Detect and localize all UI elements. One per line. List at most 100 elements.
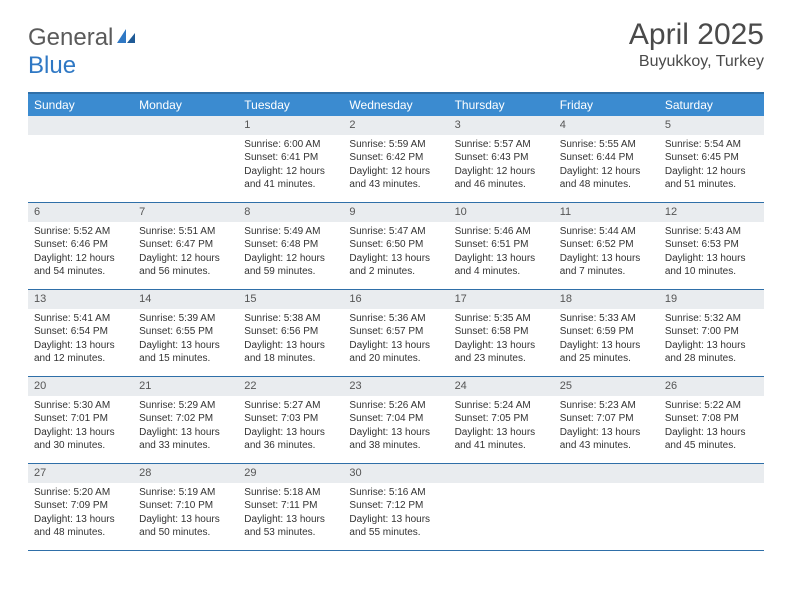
sunrise-text: Sunrise: 5:16 AM	[349, 486, 442, 500]
day-cell: 28Sunrise: 5:19 AMSunset: 7:10 PMDayligh…	[133, 464, 238, 550]
brand-logo: GeneralBlue	[28, 18, 137, 80]
sunset-text: Sunset: 6:59 PM	[560, 325, 653, 339]
sunrise-text: Sunrise: 5:55 AM	[560, 138, 653, 152]
sunrise-text: Sunrise: 5:24 AM	[455, 399, 548, 413]
day-body: Sunrise: 5:22 AMSunset: 7:08 PMDaylight:…	[659, 396, 764, 457]
day-cell: 12Sunrise: 5:43 AMSunset: 6:53 PMDayligh…	[659, 203, 764, 289]
daylight-text: Daylight: 13 hours and 20 minutes.	[349, 339, 442, 366]
sunrise-text: Sunrise: 5:30 AM	[34, 399, 127, 413]
day-body: Sunrise: 5:52 AMSunset: 6:46 PMDaylight:…	[28, 222, 133, 283]
sunset-text: Sunset: 6:44 PM	[560, 151, 653, 165]
day-cell: 30Sunrise: 5:16 AMSunset: 7:12 PMDayligh…	[343, 464, 448, 550]
week-row: 1Sunrise: 6:00 AMSunset: 6:41 PMDaylight…	[28, 116, 764, 203]
day-body: Sunrise: 5:32 AMSunset: 7:00 PMDaylight:…	[659, 309, 764, 370]
week-row: 6Sunrise: 5:52 AMSunset: 6:46 PMDaylight…	[28, 203, 764, 290]
sunrise-text: Sunrise: 5:32 AM	[665, 312, 758, 326]
daylight-text: Daylight: 12 hours and 46 minutes.	[455, 165, 548, 192]
daylight-text: Daylight: 13 hours and 30 minutes.	[34, 426, 127, 453]
day-number: 1	[238, 116, 343, 135]
daylight-text: Daylight: 13 hours and 10 minutes.	[665, 252, 758, 279]
sunrise-text: Sunrise: 5:46 AM	[455, 225, 548, 239]
sunrise-text: Sunrise: 5:29 AM	[139, 399, 232, 413]
sunrise-text: Sunrise: 5:43 AM	[665, 225, 758, 239]
daylight-text: Daylight: 13 hours and 43 minutes.	[560, 426, 653, 453]
day-body: Sunrise: 5:49 AMSunset: 6:48 PMDaylight:…	[238, 222, 343, 283]
day-cell: 23Sunrise: 5:26 AMSunset: 7:04 PMDayligh…	[343, 377, 448, 463]
day-number	[28, 116, 133, 135]
daylight-text: Daylight: 13 hours and 18 minutes.	[244, 339, 337, 366]
dayhead-tue: Tuesday	[238, 94, 343, 116]
day-number: 9	[343, 203, 448, 222]
day-number: 6	[28, 203, 133, 222]
daylight-text: Daylight: 12 hours and 54 minutes.	[34, 252, 127, 279]
day-cell: 20Sunrise: 5:30 AMSunset: 7:01 PMDayligh…	[28, 377, 133, 463]
day-number: 10	[449, 203, 554, 222]
sunrise-text: Sunrise: 5:49 AM	[244, 225, 337, 239]
day-number: 12	[659, 203, 764, 222]
brand-part1: General	[28, 24, 113, 51]
day-number: 5	[659, 116, 764, 135]
daylight-text: Daylight: 13 hours and 12 minutes.	[34, 339, 127, 366]
week-row: 27Sunrise: 5:20 AMSunset: 7:09 PMDayligh…	[28, 464, 764, 551]
day-body: Sunrise: 5:38 AMSunset: 6:56 PMDaylight:…	[238, 309, 343, 370]
sunrise-text: Sunrise: 5:33 AM	[560, 312, 653, 326]
sunrise-text: Sunrise: 5:52 AM	[34, 225, 127, 239]
day-cell: 11Sunrise: 5:44 AMSunset: 6:52 PMDayligh…	[554, 203, 659, 289]
day-cell: 18Sunrise: 5:33 AMSunset: 6:59 PMDayligh…	[554, 290, 659, 376]
daylight-text: Daylight: 13 hours and 2 minutes.	[349, 252, 442, 279]
sunrise-text: Sunrise: 5:19 AM	[139, 486, 232, 500]
day-cell	[133, 116, 238, 202]
day-body: Sunrise: 5:36 AMSunset: 6:57 PMDaylight:…	[343, 309, 448, 370]
day-number: 13	[28, 290, 133, 309]
sunrise-text: Sunrise: 5:27 AM	[244, 399, 337, 413]
daylight-text: Daylight: 13 hours and 33 minutes.	[139, 426, 232, 453]
sunset-text: Sunset: 6:50 PM	[349, 238, 442, 252]
sunrise-text: Sunrise: 6:00 AM	[244, 138, 337, 152]
daylight-text: Daylight: 13 hours and 7 minutes.	[560, 252, 653, 279]
day-body: Sunrise: 5:24 AMSunset: 7:05 PMDaylight:…	[449, 396, 554, 457]
calendar-page: GeneralBlue April 2025 Buyukkoy, Turkey …	[0, 0, 792, 551]
day-number	[133, 116, 238, 135]
daylight-text: Daylight: 13 hours and 36 minutes.	[244, 426, 337, 453]
day-cell: 16Sunrise: 5:36 AMSunset: 6:57 PMDayligh…	[343, 290, 448, 376]
day-number: 24	[449, 377, 554, 396]
month-title: April 2025	[629, 18, 764, 51]
sunset-text: Sunset: 6:52 PM	[560, 238, 653, 252]
day-body: Sunrise: 5:30 AMSunset: 7:01 PMDaylight:…	[28, 396, 133, 457]
day-number: 25	[554, 377, 659, 396]
daylight-text: Daylight: 12 hours and 56 minutes.	[139, 252, 232, 279]
day-body: Sunrise: 5:55 AMSunset: 6:44 PMDaylight:…	[554, 135, 659, 196]
sunrise-text: Sunrise: 5:22 AM	[665, 399, 758, 413]
day-cell: 5Sunrise: 5:54 AMSunset: 6:45 PMDaylight…	[659, 116, 764, 202]
day-number	[449, 464, 554, 483]
page-header: GeneralBlue April 2025 Buyukkoy, Turkey	[28, 18, 764, 80]
sunset-text: Sunset: 7:11 PM	[244, 499, 337, 513]
dayhead-sat: Saturday	[659, 94, 764, 116]
sunset-text: Sunset: 6:58 PM	[455, 325, 548, 339]
day-number: 18	[554, 290, 659, 309]
day-number: 11	[554, 203, 659, 222]
sunrise-text: Sunrise: 5:36 AM	[349, 312, 442, 326]
day-cell: 19Sunrise: 5:32 AMSunset: 7:00 PMDayligh…	[659, 290, 764, 376]
sunrise-text: Sunrise: 5:20 AM	[34, 486, 127, 500]
sunset-text: Sunset: 7:02 PM	[139, 412, 232, 426]
sunset-text: Sunset: 6:48 PM	[244, 238, 337, 252]
day-number: 14	[133, 290, 238, 309]
sunset-text: Sunset: 7:05 PM	[455, 412, 548, 426]
daylight-text: Daylight: 13 hours and 15 minutes.	[139, 339, 232, 366]
day-body: Sunrise: 6:00 AMSunset: 6:41 PMDaylight:…	[238, 135, 343, 196]
day-body: Sunrise: 5:29 AMSunset: 7:02 PMDaylight:…	[133, 396, 238, 457]
day-body: Sunrise: 5:41 AMSunset: 6:54 PMDaylight:…	[28, 309, 133, 370]
day-body: Sunrise: 5:33 AMSunset: 6:59 PMDaylight:…	[554, 309, 659, 370]
sunrise-text: Sunrise: 5:39 AM	[139, 312, 232, 326]
day-body: Sunrise: 5:59 AMSunset: 6:42 PMDaylight:…	[343, 135, 448, 196]
day-body: Sunrise: 5:44 AMSunset: 6:52 PMDaylight:…	[554, 222, 659, 283]
day-number: 19	[659, 290, 764, 309]
day-cell	[449, 464, 554, 550]
day-cell: 21Sunrise: 5:29 AMSunset: 7:02 PMDayligh…	[133, 377, 238, 463]
day-number: 29	[238, 464, 343, 483]
sunset-text: Sunset: 7:12 PM	[349, 499, 442, 513]
day-number: 28	[133, 464, 238, 483]
day-number: 15	[238, 290, 343, 309]
sunrise-text: Sunrise: 5:54 AM	[665, 138, 758, 152]
